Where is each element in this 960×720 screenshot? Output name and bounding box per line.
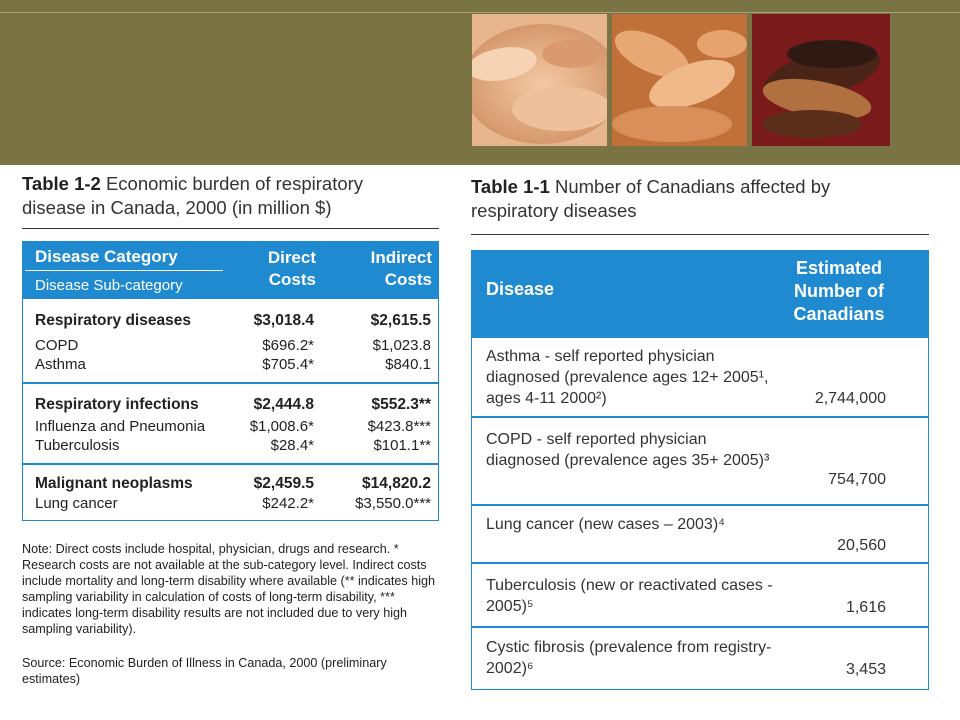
header-disease-subcategory: Disease Sub-category xyxy=(35,277,183,294)
disease-name: Cystic fibrosis (prevalence from registr… xyxy=(486,639,772,677)
table-row: Tuberculosis (new or reactivated cases -… xyxy=(472,562,928,628)
estimated-count: 2,744,000 xyxy=(814,390,886,407)
table-row: Malignant neoplasms $2,459.5 $14,820.2 xyxy=(23,475,438,494)
table-row: Cystic fibrosis (prevalence from registr… xyxy=(472,626,928,690)
header-disease: Disease xyxy=(486,279,555,299)
indirect-cost: $423.8*** xyxy=(367,418,431,435)
indirect-cost: $14,820.2 xyxy=(362,475,431,492)
header-disease-category: Disease Category xyxy=(35,247,178,266)
direct-cost: $705.4* xyxy=(262,356,314,373)
hands-photo xyxy=(612,14,747,146)
table-row: Asthma $705.4* $840.1 xyxy=(23,356,438,375)
table-1-2-source: Source: Economic Burden of Illness in Ca… xyxy=(22,656,387,686)
direct-cost: $2,459.5 xyxy=(253,475,314,492)
direct-cost: $242.2* xyxy=(262,495,314,512)
disease-name: Tuberculosis (new or reactivated cases -… xyxy=(486,577,773,615)
table-row: Lung cancer (new cases – 2003)⁴ 20,560 xyxy=(472,504,928,564)
indirect-cost: $1,023.8 xyxy=(372,337,431,354)
direct-cost: $2,444.8 xyxy=(253,396,314,413)
category-name: Respiratory infections xyxy=(35,396,199,413)
table-1-2-title: Table 1-2 Economic burden of respiratory… xyxy=(22,172,422,220)
economic-burden-table: Disease Category Disease Sub-category Di… xyxy=(22,241,439,521)
indirect-cost: $552.3** xyxy=(371,396,431,413)
table-header: Disease Estimated Number of Canadians xyxy=(472,251,928,338)
baby-hand-photo xyxy=(472,14,607,146)
category-name: Respiratory diseases xyxy=(35,312,191,329)
table-1-1-caption: Number of Canadians affected by respirat… xyxy=(471,176,831,221)
table-row: Tuberculosis $28.4* $101.1** xyxy=(23,437,438,456)
header-indirect-costs: Indirect Costs xyxy=(370,248,432,289)
direct-cost: $696.2* xyxy=(262,337,314,354)
affected-canadians-table: Disease Estimated Number of Canadians As… xyxy=(471,250,929,690)
subcategory-name: Influenza and Pneumonia xyxy=(35,418,206,435)
header-banner xyxy=(0,0,960,165)
indirect-cost: $3,550.0*** xyxy=(355,495,431,512)
disease-name: Asthma - self reported physician diagnos… xyxy=(486,348,769,407)
table-row: COPD - self reported physician diagnosed… xyxy=(472,416,928,506)
table-1-2-note: Note: Direct costs include hospital, phy… xyxy=(22,542,436,636)
direct-cost: $1,008.6* xyxy=(249,418,314,435)
estimated-count: 20,560 xyxy=(837,537,886,554)
disease-name: Lung cancer (new cases – 2003)⁴ xyxy=(486,516,726,533)
table-1-2-title-rule xyxy=(22,228,439,229)
direct-cost: $28.4* xyxy=(270,437,314,454)
stacked-hands-photo xyxy=(752,14,890,146)
table-row: Respiratory diseases $3,018.4 $2,615.5 xyxy=(23,312,438,331)
estimated-count: 754,700 xyxy=(828,471,886,488)
subcategory-name: Tuberculosis xyxy=(35,437,120,454)
subcategory-name: COPD xyxy=(35,337,79,354)
subcategory-name: Asthma xyxy=(35,356,86,373)
table-1-2-caption: Economic burden of respiratory disease i… xyxy=(22,173,364,218)
header-direct-costs: Direct Costs xyxy=(267,248,316,289)
indirect-cost: $2,615.5 xyxy=(370,312,431,329)
header-estimated-number: Estimated Number of Canadians xyxy=(793,258,885,324)
table-1-1-title-rule xyxy=(471,234,929,235)
table-1-1-label: Table 1-1 xyxy=(471,176,550,197)
table-header: Disease Category Disease Sub-category Di… xyxy=(23,242,438,299)
direct-cost: $3,018.4 xyxy=(253,312,314,329)
indirect-cost: $840.1 xyxy=(385,356,431,373)
table-row: Lung cancer $242.2* $3,550.0*** xyxy=(23,495,438,514)
subcategory-name: Lung cancer xyxy=(35,495,118,512)
table-row: Asthma - self reported physician diagnos… xyxy=(472,336,928,418)
group-divider xyxy=(23,463,438,465)
banner-line xyxy=(0,12,960,13)
table-1-1-title: Table 1-1 Number of Canadians affected b… xyxy=(471,175,921,223)
header-underline xyxy=(25,270,223,271)
table-row: Influenza and Pneumonia $1,008.6* $423.8… xyxy=(23,418,438,437)
table-row: COPD $696.2* $1,023.8 xyxy=(23,337,438,356)
estimated-count: 3,453 xyxy=(845,661,886,678)
table-row: Respiratory infections $2,444.8 $552.3** xyxy=(23,396,438,415)
disease-name: COPD - self reported physician diagnosed… xyxy=(486,431,770,469)
table-1-2-label: Table 1-2 xyxy=(22,173,101,194)
estimated-count: 1,616 xyxy=(845,599,886,616)
indirect-cost: $101.1** xyxy=(373,437,431,454)
group-divider xyxy=(23,382,438,384)
category-name: Malignant neoplasms xyxy=(35,475,193,492)
